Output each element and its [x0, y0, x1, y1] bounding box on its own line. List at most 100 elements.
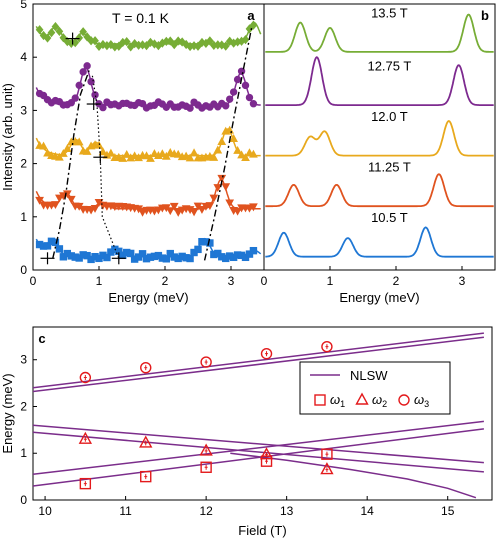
series-label: 12.75 T — [367, 59, 411, 74]
data-point — [249, 100, 258, 108]
data-point — [150, 39, 159, 49]
data-point — [75, 81, 83, 90]
data-point — [225, 199, 235, 208]
data-point — [43, 148, 52, 157]
data-point — [233, 75, 242, 84]
data-point — [59, 33, 68, 43]
data-point — [43, 33, 52, 43]
data-point — [118, 153, 128, 162]
data-point — [241, 81, 250, 90]
series-label: 10.5 T — [371, 210, 408, 225]
data-point — [178, 37, 187, 47]
legend-subscript: 2 — [382, 399, 387, 409]
data-point — [99, 39, 107, 50]
data-point — [47, 27, 56, 38]
x-tick-label: 1 — [96, 274, 103, 288]
data-point — [249, 246, 258, 255]
x-tick-label: 0 — [261, 274, 268, 288]
data-point — [91, 36, 99, 46]
series-label: 11.25 T — [368, 160, 411, 175]
data-point — [146, 153, 155, 162]
data-point — [62, 144, 72, 152]
data-point — [185, 153, 195, 162]
x-tick-label: 1 — [327, 274, 334, 288]
spectrum-line — [265, 120, 494, 157]
data-point — [98, 147, 108, 156]
nlsw-line — [32, 332, 484, 389]
data-point — [233, 207, 242, 216]
data-point — [82, 146, 92, 155]
data-point — [189, 148, 199, 157]
data-point — [83, 32, 91, 42]
y-tick-label: 0 — [20, 263, 27, 277]
y-axis-label: Intensity (arb. unit) — [0, 83, 15, 191]
legend-marker — [355, 392, 369, 405]
panel-letter: b — [481, 8, 489, 23]
data-point — [122, 149, 132, 158]
data-point — [94, 140, 104, 149]
x-tick-label: 3 — [228, 274, 235, 288]
y-tick-label: 1 — [20, 210, 27, 224]
data-point — [74, 137, 84, 146]
data-point — [122, 37, 131, 47]
spectrum-line — [265, 226, 494, 258]
plot-frame — [32, 326, 493, 501]
data-point — [173, 208, 183, 217]
data-point — [138, 250, 147, 258]
x-axis-label: Field (T) — [238, 523, 286, 538]
data-point — [194, 245, 202, 254]
data-point — [222, 102, 230, 110]
data-point — [75, 33, 84, 43]
panel-letter: a — [247, 8, 255, 23]
dashed-guide — [52, 70, 90, 259]
nlsw-line — [32, 336, 484, 393]
data-point — [321, 340, 333, 353]
y-tick-label: 1 — [20, 446, 27, 460]
data-point — [126, 249, 135, 258]
data-point — [221, 183, 231, 192]
data-point — [83, 62, 91, 70]
data-point — [140, 470, 152, 483]
x-axis-label: Energy (meV) — [108, 290, 188, 305]
data-point — [217, 137, 227, 145]
data-point — [182, 39, 190, 50]
legend-marker — [398, 394, 410, 406]
y-tick-label: 5 — [20, 0, 27, 11]
data-point — [150, 149, 159, 158]
data-point — [241, 35, 250, 45]
x-axis-label: Energy (meV) — [339, 290, 419, 305]
series-label: 12.0 T — [371, 109, 408, 124]
y-tick-label: 2 — [20, 157, 27, 171]
data-point — [209, 152, 219, 161]
data-point — [166, 36, 175, 46]
data-point — [225, 95, 234, 103]
data-point — [200, 356, 212, 368]
data-point — [78, 431, 93, 444]
nlsw-line — [32, 424, 484, 464]
data-point — [51, 238, 60, 247]
data-point — [51, 201, 60, 210]
data-point — [35, 25, 44, 35]
spectrum-line — [265, 13, 494, 53]
data-point — [199, 443, 213, 456]
x-tick-label: 11 — [119, 504, 132, 518]
data-point — [107, 39, 115, 50]
x-tick-label: 14 — [361, 504, 375, 518]
data-point — [51, 21, 60, 32]
data-point — [39, 141, 48, 150]
data-point — [161, 151, 171, 160]
x-tick-label: 12 — [199, 504, 213, 518]
panel-letter: c — [38, 331, 45, 346]
data-point — [55, 194, 64, 203]
data-point — [165, 207, 175, 216]
data-point — [140, 361, 152, 374]
plot-frame — [263, 3, 496, 271]
data-point — [79, 371, 92, 384]
spectrum-line — [265, 173, 494, 208]
data-point — [197, 205, 207, 214]
data-point — [245, 93, 254, 102]
data-point — [321, 448, 333, 460]
